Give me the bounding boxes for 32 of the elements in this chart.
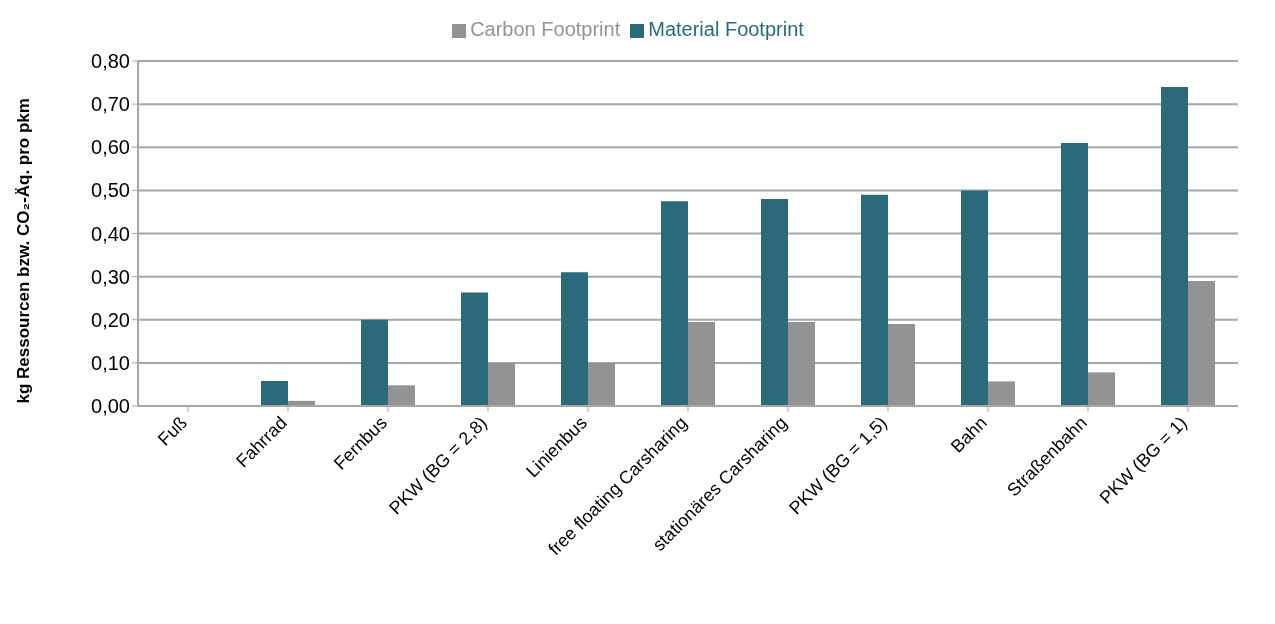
bar (388, 385, 415, 406)
y-tick-label: 0,80 (91, 50, 130, 73)
y-tick-label: 0,50 (91, 179, 130, 202)
bar (888, 324, 915, 406)
bar (761, 199, 788, 406)
legend-label: Material Footprint (648, 18, 804, 40)
bar (988, 381, 1015, 406)
legend-label: Carbon Footprint (470, 18, 621, 40)
bar (361, 319, 388, 406)
bar (788, 321, 815, 406)
bar (961, 190, 988, 406)
bar (488, 362, 515, 406)
y-tick-label: 0,70 (91, 93, 130, 116)
bar (1161, 86, 1188, 406)
bar (861, 194, 888, 406)
y-tick-label: 0,10 (91, 351, 130, 374)
y-tick-label: 0,20 (91, 308, 130, 331)
bar (261, 380, 288, 406)
y-tick-label: 0,60 (91, 136, 130, 159)
bar (1061, 142, 1088, 406)
y-tick-label: 0,30 (91, 265, 130, 288)
bar (661, 201, 688, 406)
y-axis-title: kg Ressourcen bzw. CO₂-Äq. pro pkm (14, 98, 34, 404)
bar (688, 321, 715, 406)
bar (1188, 280, 1215, 406)
y-tick-label: 0,00 (91, 395, 130, 418)
bar (461, 292, 488, 406)
x-tick-label: Fuß (154, 412, 191, 450)
y-tick-label: 0,40 (91, 222, 130, 245)
bar (588, 362, 615, 406)
bar (1088, 372, 1115, 406)
bar (561, 272, 588, 406)
